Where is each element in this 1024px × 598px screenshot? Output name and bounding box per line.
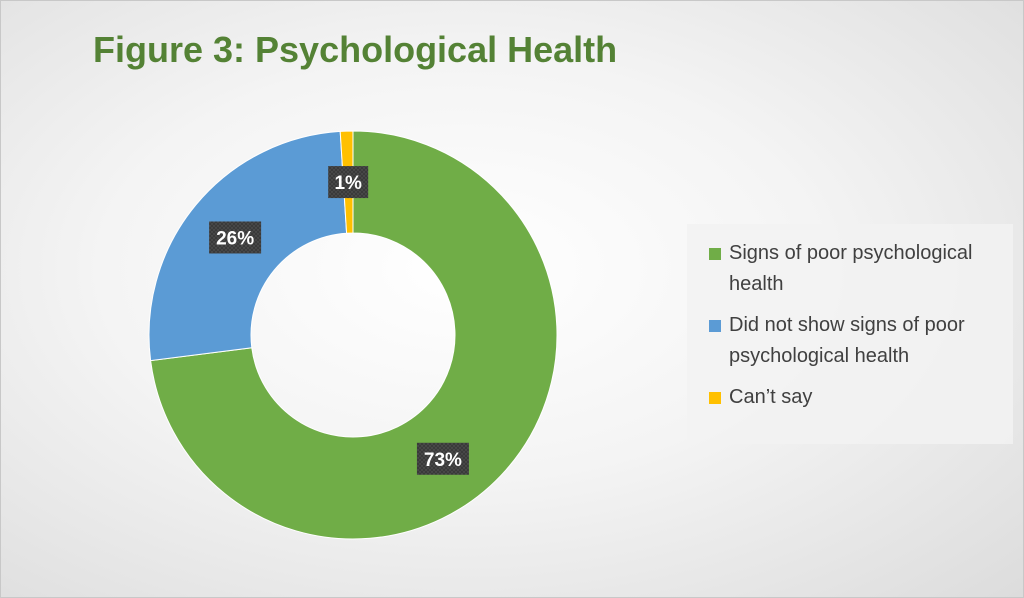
legend-label: Did not show signs of poor psychological… <box>729 314 965 367</box>
legend-label: Signs of poor psychological health <box>729 242 973 295</box>
legend-label: Can’t say <box>729 386 813 408</box>
legend-item-did-not-show: Did not show signs of poor psychological… <box>687 310 1013 372</box>
data-label-1: 1% <box>328 166 369 199</box>
data-label-background <box>416 442 469 475</box>
legend-swatch-green <box>709 248 721 260</box>
legend-swatch-yellow <box>709 392 721 404</box>
legend-item-signs-of-poor: Signs of poor psychological health <box>687 238 1013 300</box>
data-label-26: 26% <box>209 221 262 254</box>
data-label-background <box>209 221 262 254</box>
chart-legend: Signs of poor psychological health Did n… <box>687 224 1013 444</box>
legend-item-cant-say: Can’t say <box>687 382 1013 413</box>
chart-title: Figure 3: Psychological Health <box>93 29 618 70</box>
donut-slice-signs-of-poor <box>150 130 558 540</box>
data-label-background <box>328 166 369 199</box>
data-label-73: 73% <box>416 442 469 475</box>
legend-swatch-blue <box>709 320 721 332</box>
data-label-text: 73% <box>424 450 462 471</box>
data-label-text: 1% <box>334 173 362 194</box>
data-label-text: 26% <box>216 228 254 249</box>
